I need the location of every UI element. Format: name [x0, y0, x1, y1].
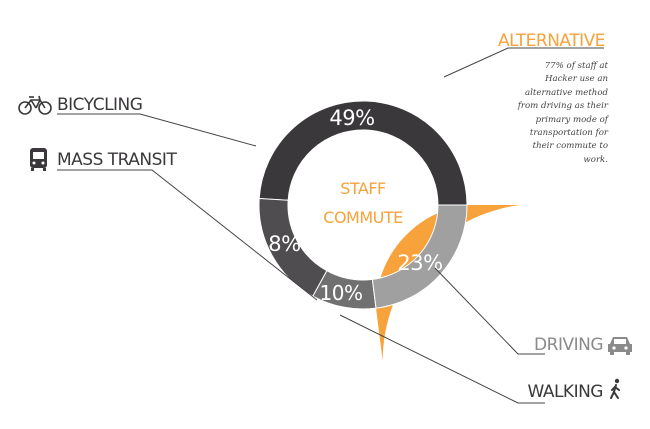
driving-value-label: 23% — [397, 251, 442, 275]
alternative-description: 77% of staff at Hacker use an alternativ… — [517, 61, 608, 165]
driving-segment — [371, 204, 468, 309]
driving-label: DRIVING — [534, 335, 603, 355]
walking-person-icon — [610, 378, 620, 399]
bus-icon — [30, 148, 47, 171]
alternative-leader-line — [443, 47, 604, 78]
bicycling-segment — [258, 100, 468, 206]
bicycling-value-label: 49% — [329, 106, 374, 130]
walking-value-label: 10% — [320, 281, 363, 305]
driving-leader-line — [434, 267, 545, 355]
mass-transit-leader-line — [57, 169, 318, 301]
walking-label: WALKING — [527, 382, 603, 402]
bicycling-leader-line — [57, 113, 257, 147]
center-title-line-1: STAFF — [340, 179, 386, 198]
bicycle-icon — [18, 95, 52, 115]
mass-transit-value-label: 18% — [255, 232, 300, 256]
center-title-line-2: COMMUTE — [323, 208, 403, 227]
bicycling-label: BICYCLING — [57, 95, 142, 115]
alternative-value-label: 77% — [407, 81, 452, 105]
mass-transit-label: MASS TRANSIT — [57, 150, 177, 170]
alternative-ring-segment — [376, 205, 520, 361]
car-icon — [608, 337, 632, 355]
walking-leader-line — [339, 314, 545, 404]
alternative-label: ALTERNATIVE — [498, 31, 605, 51]
inner-ring — [258, 100, 468, 310]
